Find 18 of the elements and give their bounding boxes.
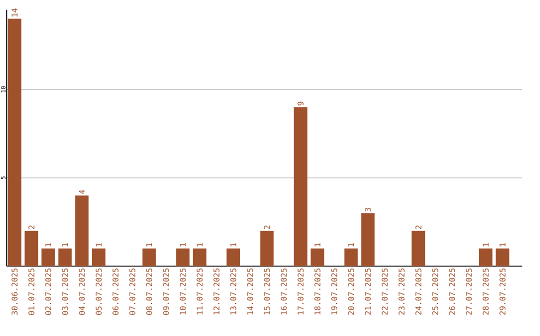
bar xyxy=(260,230,274,266)
bar xyxy=(496,248,510,266)
bar xyxy=(92,248,106,266)
bar xyxy=(41,248,55,266)
bar xyxy=(478,248,492,266)
bar xyxy=(8,18,22,266)
bar xyxy=(75,195,89,266)
bar xyxy=(361,212,375,266)
bar xyxy=(176,248,190,266)
bar xyxy=(192,248,206,266)
bar xyxy=(310,248,324,266)
bar xyxy=(412,230,426,266)
bar xyxy=(58,248,72,266)
bar xyxy=(344,248,358,266)
bar xyxy=(226,248,240,266)
bar xyxy=(294,106,308,266)
bar xyxy=(24,230,38,266)
bar xyxy=(142,248,156,266)
